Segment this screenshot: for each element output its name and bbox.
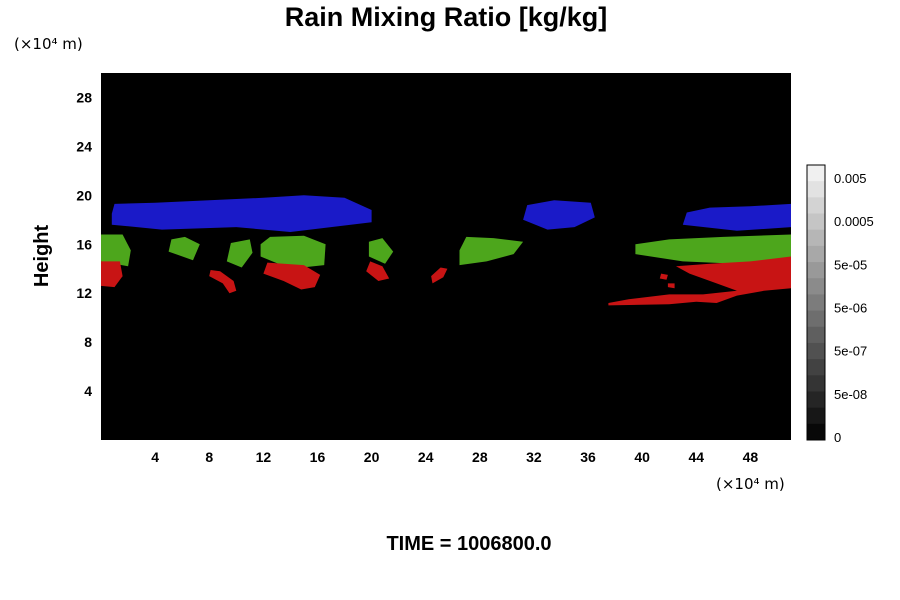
region-0 <box>111 195 372 232</box>
region-15 <box>608 256 791 306</box>
colorbar-swatch <box>807 165 825 182</box>
colorbar-swatch <box>807 359 825 376</box>
y-axis-label: Height <box>31 225 53 288</box>
field-regions <box>101 195 791 306</box>
region-11 <box>209 270 237 294</box>
y-tick-label: 24 <box>76 138 92 154</box>
colorbar-swatch <box>807 278 825 295</box>
region-5 <box>226 239 253 268</box>
colorbar-tick-label: 5e-05 <box>834 257 867 272</box>
region-13 <box>366 261 390 281</box>
colorbar-tick-label: 5e-07 <box>834 344 867 359</box>
colorbar-swatch <box>807 181 825 198</box>
time-label: TIME = 1006800.0 <box>386 533 551 555</box>
colorbar-swatch <box>807 310 825 328</box>
y-tick-label: 4 <box>84 383 92 399</box>
region-9 <box>635 234 791 264</box>
colorbar-tick-label: 0.005 <box>834 171 867 186</box>
region-3 <box>101 234 131 267</box>
region-1 <box>523 200 595 230</box>
x-tick-label: 8 <box>205 449 213 465</box>
region-14 <box>431 267 448 284</box>
x-tick-label: 36 <box>580 449 596 465</box>
region-10 <box>101 261 123 288</box>
x-tick-label: 16 <box>310 449 326 465</box>
colorbar-tick-label: 0.0005 <box>834 214 874 229</box>
colorbar-swatch <box>807 245 825 263</box>
y-tick-labels: 4 8 12 16 20 24 28 <box>76 89 92 399</box>
x-tick-label: 40 <box>634 449 650 465</box>
colorbar-swatch <box>807 197 825 214</box>
colorbar-swatch <box>807 407 825 425</box>
x-tick-label: 44 <box>689 449 705 465</box>
colorbar-tick-label: 0 <box>834 430 841 445</box>
region-17 <box>667 283 675 289</box>
x-tick-labels: 4 8 12 16 20 24 28 32 36 40 44 48 <box>151 449 758 465</box>
colorbar-frame <box>806 164 826 441</box>
colorbar-tick-label: 5e-08 <box>834 387 867 402</box>
y-tick-label: 28 <box>76 89 92 105</box>
region-12 <box>263 262 321 290</box>
region-6 <box>260 235 326 269</box>
colorbar <box>806 164 826 441</box>
region-8 <box>459 236 524 266</box>
y-tick-label: 16 <box>76 236 92 252</box>
x-tick-label: 32 <box>526 449 542 465</box>
colorbar-swatch <box>807 391 825 409</box>
y-tick-label: 12 <box>76 285 92 301</box>
x-tick-label: 20 <box>364 449 380 465</box>
x-axis-unit: (×10⁴ m) <box>716 475 785 493</box>
colorbar-swatch <box>807 262 825 279</box>
colorbar-swatch <box>807 423 825 441</box>
colorbar-swatch <box>807 375 825 392</box>
y-tick-label: 20 <box>76 187 92 203</box>
x-tick-label: 28 <box>472 449 488 465</box>
chart-title: Rain Mixing Ratio [kg/kg] <box>285 2 608 32</box>
y-tick-label: 8 <box>84 334 92 350</box>
region-16 <box>659 273 668 280</box>
colorbar-swatch <box>807 342 825 360</box>
colorbar-tick-labels: 0.005 0.0005 5e-05 5e-06 5e-07 5e-08 0 <box>834 171 874 445</box>
colorbar-swatch <box>807 213 825 231</box>
x-tick-label: 12 <box>256 449 272 465</box>
x-tick-label: 4 <box>151 449 159 465</box>
colorbar-tick-label: 5e-06 <box>834 301 867 316</box>
region-7 <box>368 238 394 264</box>
colorbar-swatch <box>807 326 825 344</box>
region-4 <box>168 236 200 261</box>
y-axis-unit: (×10⁴ m) <box>14 35 83 53</box>
region-2 <box>682 203 791 231</box>
colorbar-swatch <box>807 229 825 247</box>
x-tick-label: 48 <box>743 449 759 465</box>
colorbar-swatch <box>807 294 825 311</box>
x-tick-label: 24 <box>418 449 434 465</box>
